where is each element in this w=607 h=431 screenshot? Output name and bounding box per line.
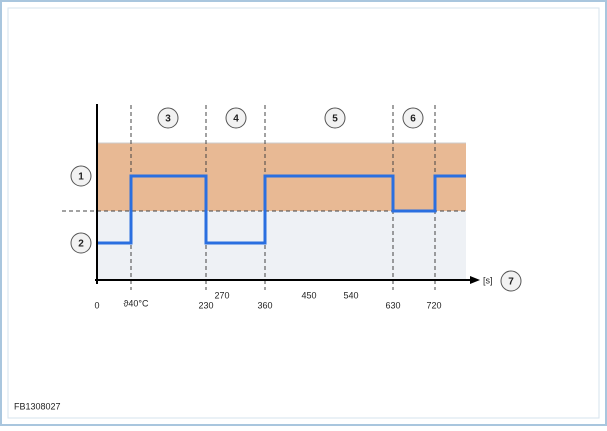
callout-label: 5 — [332, 114, 338, 125]
x-axis-label: 540 — [343, 290, 358, 300]
x-axis-arrow — [470, 276, 480, 284]
callout-label: 2 — [78, 239, 84, 250]
x-axis-label: 0 — [94, 300, 99, 310]
x-axis-label: 720 — [426, 300, 441, 310]
x-axis-label: 450 — [301, 290, 316, 300]
callout: 2 — [70, 232, 92, 254]
callout: 5 — [324, 107, 346, 129]
lower-band — [97, 211, 466, 280]
callout-label: 3 — [165, 114, 171, 125]
callout: 3 — [157, 107, 179, 129]
callout-circle — [70, 232, 92, 254]
callout-circle — [157, 107, 179, 129]
x-axis-label: 230 — [198, 300, 213, 310]
x-axis-label: 270 — [214, 290, 229, 300]
x-axis-label: 630 — [385, 300, 400, 310]
callout-circle — [225, 107, 247, 129]
callout-circle — [324, 107, 346, 129]
x-axis-unit: [s] — [483, 275, 493, 285]
callout-circle — [500, 270, 522, 292]
callout-label: 4 — [233, 114, 239, 125]
callout-label: 1 — [78, 172, 84, 183]
callout-circle — [70, 165, 92, 187]
callout: 1 — [70, 165, 92, 187]
callout: 6 — [402, 107, 424, 129]
figure-code: FB1308027 — [14, 401, 61, 411]
callout-label: 6 — [410, 114, 416, 125]
x-axis-label: ϑ40°C — [123, 298, 149, 308]
callout: 4 — [225, 107, 247, 129]
callout-circle — [402, 107, 424, 129]
x-axis-label: 360 — [257, 300, 272, 310]
callout-label: 7 — [508, 277, 514, 288]
callouts: 1 2 3 4 5 6 7 — [70, 107, 522, 292]
signal-line — [97, 174, 466, 245]
callout: 7 — [500, 270, 522, 292]
